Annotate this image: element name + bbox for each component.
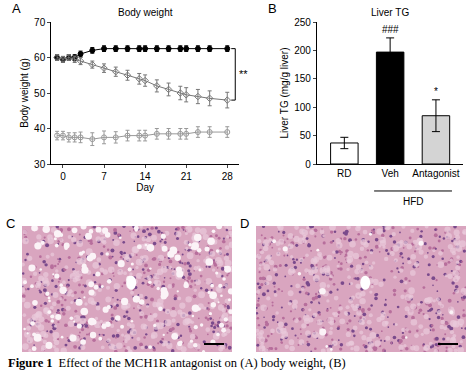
html-text:D: D	[240, 216, 250, 231]
svg-text:70: 70	[34, 17, 46, 28]
svg-text:250: 250	[294, 17, 311, 28]
svg-text:200: 200	[294, 45, 311, 56]
svg-text:7: 7	[101, 171, 107, 182]
svg-text:150: 150	[294, 73, 311, 84]
svg-text:0: 0	[305, 159, 311, 170]
svg-text:30: 30	[34, 159, 46, 170]
svg-text:B: B	[268, 1, 277, 16]
svg-text:50: 50	[300, 130, 312, 141]
svg-text:Liver TG (mg/g liver): Liver TG (mg/g liver)	[279, 48, 290, 139]
svg-text:Body weight (g): Body weight (g)	[19, 58, 30, 127]
svg-text:14: 14	[140, 171, 152, 182]
svg-text:Day: Day	[136, 182, 154, 193]
svg-text:###: ###	[382, 24, 399, 35]
svg-text:Body weight: Body weight	[118, 7, 173, 18]
svg-text:**: **	[239, 68, 248, 80]
svg-text:100: 100	[294, 102, 311, 113]
svg-text:50: 50	[34, 88, 46, 99]
svg-text:*: *	[434, 86, 438, 97]
svg-text:Liver TG: Liver TG	[371, 7, 409, 18]
svg-text:21: 21	[181, 171, 193, 182]
svg-text:28: 28	[222, 171, 234, 182]
svg-text:Antagonist: Antagonist	[412, 168, 459, 179]
svg-text:0: 0	[60, 171, 66, 182]
svg-text:HFD: HFD	[403, 196, 424, 207]
svg-text:A: A	[12, 1, 21, 16]
svg-text:RD: RD	[337, 168, 351, 179]
svg-text:Veh: Veh	[382, 168, 399, 179]
html-text:Figure 1: Figure 1	[8, 356, 53, 370]
html-text:C: C	[6, 216, 16, 231]
svg-text:40: 40	[34, 123, 46, 134]
svg-text:60: 60	[34, 52, 46, 63]
html-text:Effect of the MCH1R antagonist: Effect of the MCH1R antagonist on (A) bo…	[58, 356, 346, 370]
